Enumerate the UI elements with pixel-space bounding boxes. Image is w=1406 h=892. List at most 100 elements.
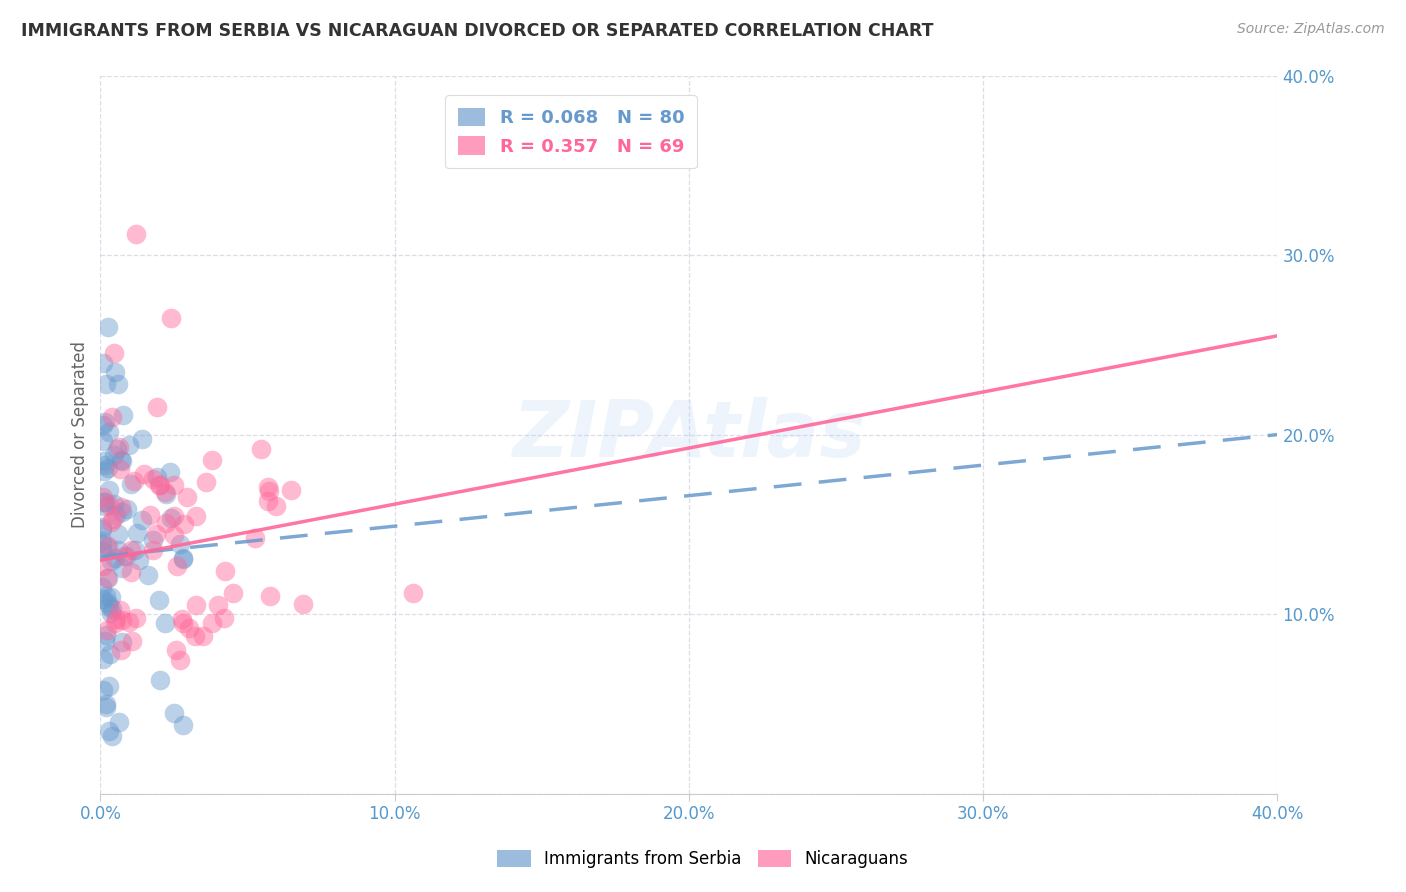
Point [93,464,115,478]
Point [94,499,117,513]
Point [105,442,128,457]
Point [120,477,142,491]
Point [118,438,141,452]
Point [94,495,117,509]
Point [124,542,146,557]
Point [94,633,117,648]
Point [97,319,120,334]
Point [107,526,129,541]
Y-axis label: Divorced or Separated: Divorced or Separated [72,341,89,528]
Point [93,417,115,432]
Point [194,475,217,489]
Point [176,490,198,504]
Point [97,483,120,497]
Point [91,491,114,505]
Point [90,522,112,536]
Point [97,461,120,475]
Point [160,511,183,525]
Point [163,477,186,491]
Point [163,508,186,523]
Point [101,729,124,743]
Point [100,606,122,620]
Point [136,568,159,582]
Point [111,613,134,627]
Point [90,536,112,550]
Point [103,497,125,511]
Point [124,227,146,241]
Point [172,612,194,626]
Point [172,616,194,631]
Legend: Immigrants from Serbia, Nicaraguans: Immigrants from Serbia, Nicaraguans [491,843,915,875]
Point [120,543,142,558]
Point [159,465,181,479]
Point [110,603,132,617]
Point [104,616,127,631]
Point [111,408,134,422]
Point [166,559,188,574]
Point [107,377,129,392]
Point [142,473,165,487]
Text: IMMIGRANTS FROM SERBIA VS NICARAGUAN DIVORCED OR SEPARATED CORRELATION CHART: IMMIGRANTS FROM SERBIA VS NICARAGUAN DIV… [21,22,934,40]
Point [91,434,114,448]
Point [96,377,118,392]
Point [177,622,200,636]
Point [91,652,114,666]
Point [148,478,170,492]
Point [134,467,156,481]
Point [172,550,194,565]
Point [125,611,148,625]
Point [146,470,169,484]
Point [193,629,215,643]
Text: ZIPAtlas: ZIPAtlas [512,397,866,473]
Point [128,553,150,567]
Point [201,453,224,467]
Point [104,551,127,566]
Point [172,552,194,566]
Point [139,508,162,523]
Point [173,517,195,532]
Point [280,483,302,497]
Point [101,602,124,616]
Point [104,365,127,379]
Point [105,508,128,522]
Point [165,643,187,657]
Point [184,508,207,523]
Point [100,515,122,529]
Point [94,589,117,603]
Point [112,549,135,563]
Point [155,516,177,530]
Point [94,415,117,429]
Point [97,599,120,614]
Point [98,723,121,738]
Point [186,598,208,612]
Point [149,673,172,688]
Point [103,512,125,526]
Point [111,505,134,519]
Point [98,425,121,439]
Point [110,643,132,657]
Point [103,448,125,462]
Point [155,487,177,501]
Point [163,528,186,542]
Point [146,400,169,414]
Point [256,493,278,508]
Point [243,531,266,545]
Point [142,542,165,557]
Point [111,454,134,468]
Point [96,539,118,553]
Point [91,682,114,697]
Point [214,564,236,578]
Point [117,501,139,516]
Point [118,615,141,629]
Legend: R = 0.068   N = 80, R = 0.357   N = 69: R = 0.068 N = 80, R = 0.357 N = 69 [446,95,697,169]
Point [145,527,167,541]
Point [97,596,120,610]
Point [264,499,287,513]
Point [292,597,315,611]
Point [259,589,281,603]
Point [101,410,124,425]
Point [131,432,153,446]
Point [93,558,115,573]
Point [257,483,280,498]
Point [98,498,121,512]
